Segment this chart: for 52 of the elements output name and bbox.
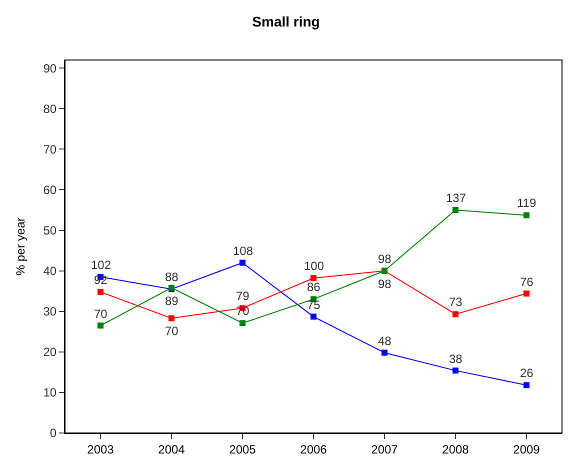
point [452, 368, 458, 374]
point [452, 207, 458, 214]
point [310, 314, 316, 320]
point [98, 322, 104, 329]
annotation: 75 [307, 298, 321, 312]
annotation: 70 [94, 307, 108, 321]
point [240, 320, 246, 326]
annotation: 98 [378, 277, 392, 291]
point [452, 311, 458, 318]
x-tick-label: 2009 [513, 442, 540, 456]
annotation: 100 [304, 259, 324, 273]
x-tick-label: 2008 [442, 442, 470, 456]
point [98, 288, 104, 295]
point [524, 212, 530, 218]
y-tick-label: 50 [43, 223, 57, 238]
point [524, 382, 530, 388]
annotation: 86 [307, 280, 321, 294]
annotation: 137 [446, 191, 466, 205]
annotation: 119 [517, 196, 536, 210]
y-tick-label: 0 [50, 426, 57, 440]
point [240, 260, 246, 266]
annotation: 108 [233, 244, 254, 258]
x-tick-label: 2006 [300, 442, 328, 456]
x-tick-label: 2005 [229, 442, 256, 456]
annotation: 98 [378, 252, 392, 266]
y-tick-label: 60 [43, 182, 57, 197]
x-tick-label: 2003 [87, 442, 114, 456]
x-tick-label: 2004 [158, 442, 186, 456]
y-axis-title: % per year [14, 217, 28, 276]
annotation: 89 [165, 294, 179, 308]
y-tick-label: 30 [43, 304, 57, 319]
annotation: 70 [165, 324, 179, 338]
point [310, 275, 316, 282]
x-tick-label: 2007 [371, 442, 398, 456]
point [168, 315, 174, 322]
annotation: 73 [449, 295, 463, 309]
point [524, 290, 530, 297]
y-tick-label: 20 [43, 345, 57, 360]
chart-title: Small ring [252, 13, 320, 30]
y-tick-label: 40 [43, 264, 57, 278]
annotation: 88 [165, 270, 179, 284]
y-tick-label: 90 [43, 61, 57, 76]
y-tick-label: 10 [43, 386, 57, 400]
annotation: 79 [236, 289, 250, 303]
annotation: 26 [520, 366, 534, 380]
annotation: 48 [378, 334, 392, 348]
point [382, 350, 388, 356]
annotation: 38 [449, 352, 463, 366]
annotation: 102 [91, 258, 112, 272]
y-tick-label: 70 [43, 142, 57, 156]
y-tick-label: 80 [43, 102, 57, 116]
annotation: 76 [520, 275, 534, 289]
